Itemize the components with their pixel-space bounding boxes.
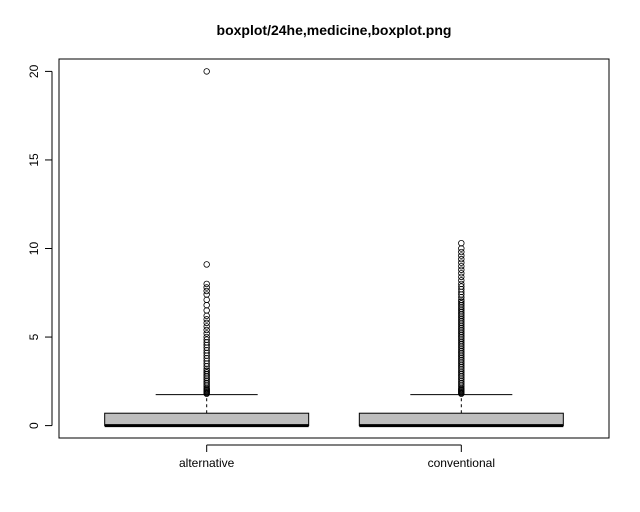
outlier-conventional-54 [458, 300, 465, 307]
outlier-conventional-62 [458, 280, 465, 288]
outlier-conventional-61 [458, 283, 465, 290]
outlier-alternative-34 [203, 316, 210, 323]
plot-area: 0 5 10 15 20 alternative conventional [27, 64, 564, 470]
outlier-alternative-39 [203, 291, 210, 298]
y-tick-label-15: 15 [27, 153, 41, 167]
outlier-conventional-67 [458, 263, 465, 270]
outlier-conventional-65 [458, 270, 465, 277]
outlier-alternative-40 [203, 287, 210, 295]
outlier-conventional-55 [458, 298, 465, 305]
outlier-alternative-32 [203, 323, 210, 330]
x-tick-label-alternative: alternative [179, 456, 235, 470]
outlier-alternative-37 [203, 301, 210, 309]
outlier-alternative-30 [203, 330, 210, 337]
outlier-alternative-16 [203, 367, 210, 374]
y-tick-label-20: 20 [27, 64, 41, 78]
box-group-conventional [358, 239, 564, 428]
outlier-alternative-42 [203, 280, 210, 288]
outlier-alternative-36 [203, 307, 210, 314]
plot-frame [58, 58, 610, 439]
outlier-alternative-44 [203, 68, 210, 75]
outlier-alternative-31 [203, 326, 210, 334]
outlier-conventional-72 [458, 245, 465, 252]
y-tick-label-0: 0 [27, 422, 41, 429]
outlier-conventional-64 [458, 273, 465, 281]
outlier-alternative-28 [203, 336, 210, 343]
chart-title: boxplot/24he,medicine,boxplot.png [217, 22, 452, 38]
outlier-alternative-35 [203, 312, 210, 319]
box-group-alternative [104, 68, 310, 428]
box-alternative [104, 412, 310, 427]
outlier-conventional-69 [458, 255, 465, 263]
y-tick-label-5: 5 [27, 333, 41, 340]
y-tick-label-10: 10 [27, 242, 41, 256]
outlier-conventional-66 [458, 266, 465, 273]
x-tick-label-conventional: conventional [428, 456, 495, 470]
outlier-alternative-29 [203, 333, 210, 341]
outlier-alternative-33 [203, 319, 210, 327]
outlier-conventional-73 [458, 239, 465, 247]
outlier-conventional-63 [458, 277, 465, 284]
outlier-conventional-71 [458, 248, 465, 256]
outlier-conventional-68 [458, 259, 465, 266]
outlier-alternative-38 [203, 296, 210, 304]
outlier-conventional-70 [458, 252, 465, 259]
outlier-alternative-15 [203, 369, 210, 376]
outlier-alternative-41 [203, 284, 210, 291]
box-conventional [358, 412, 564, 427]
outlier-alternative-43 [203, 261, 210, 268]
